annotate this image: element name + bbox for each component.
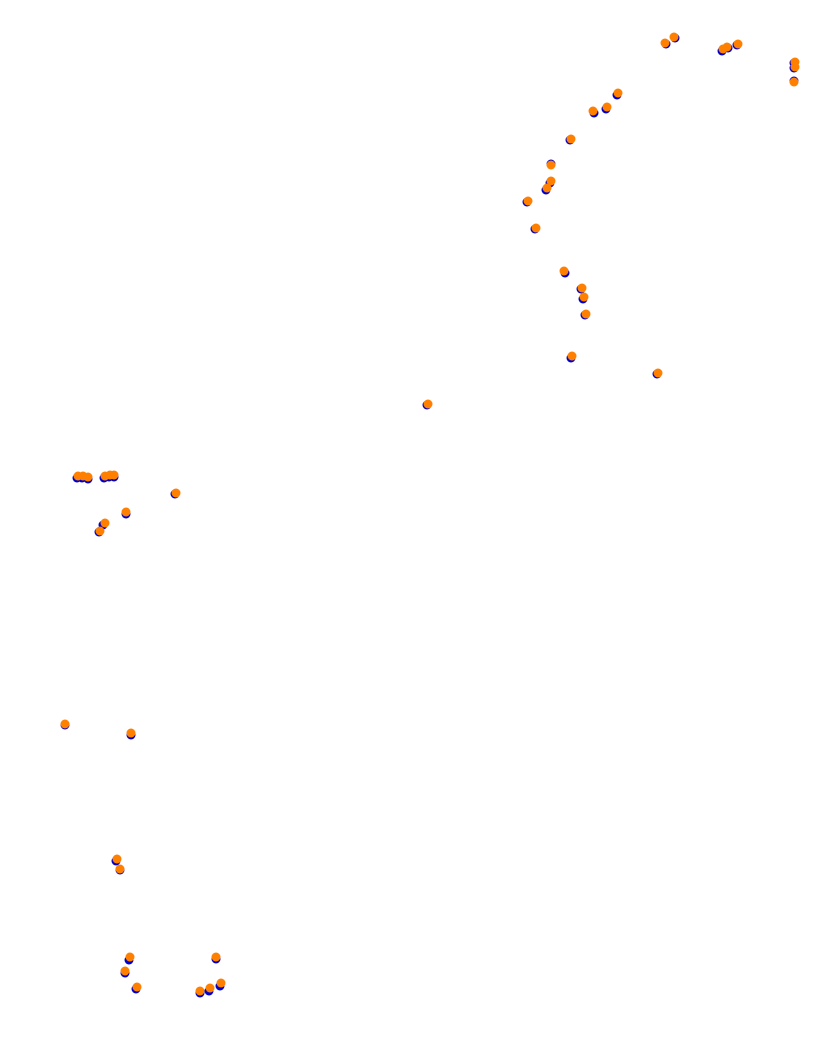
point [205,983,215,993]
point [120,966,130,976]
point [121,507,131,517]
point [579,292,589,302]
point [653,368,663,378]
point [546,176,556,186]
point [523,196,533,206]
point [542,183,552,193]
point [100,518,110,528]
point [722,42,732,52]
point [581,309,591,319]
point [790,62,800,72]
point [115,864,125,874]
point [602,102,612,112]
point [789,77,799,87]
point [566,134,576,144]
point [660,38,670,48]
point [567,351,577,361]
point [126,728,136,738]
point [733,39,743,49]
point [423,399,433,409]
point [125,952,135,962]
point [588,106,598,116]
point [216,978,226,988]
point [577,283,587,293]
point [132,982,142,992]
point [171,488,181,498]
point [531,223,541,233]
point [546,160,556,170]
point [109,470,119,480]
point [195,986,205,996]
point [669,32,679,42]
point [60,719,70,729]
point [559,266,569,276]
point [613,88,623,98]
point [112,854,122,864]
point [83,472,93,482]
point [211,952,221,962]
point [95,526,105,536]
